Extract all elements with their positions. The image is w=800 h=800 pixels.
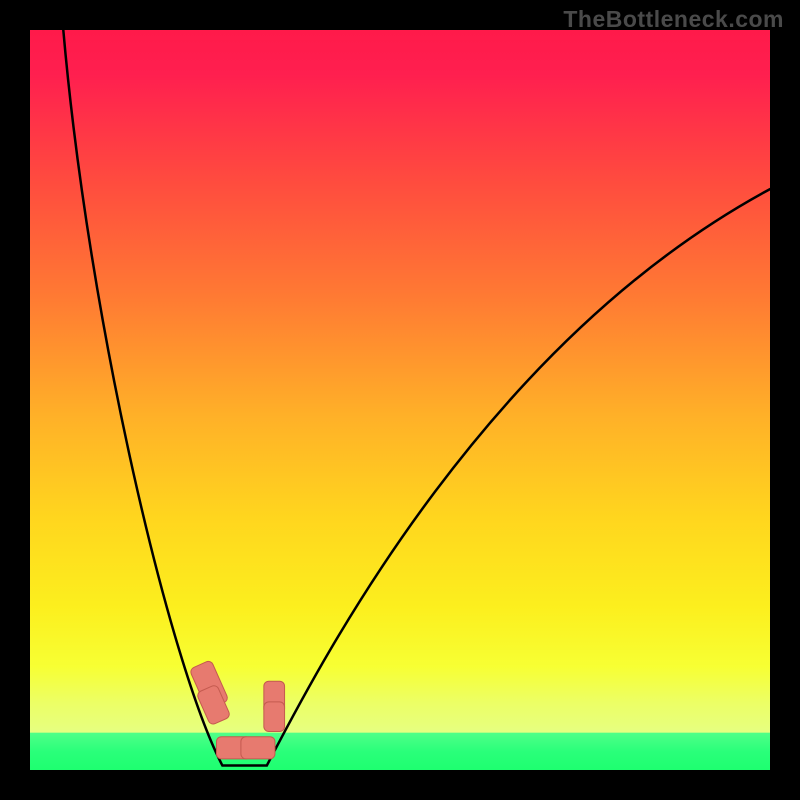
valley-marker [264, 702, 285, 732]
watermark-text: TheBottleneck.com [563, 6, 784, 33]
background-gradient [30, 30, 770, 770]
valley-marker [241, 737, 275, 759]
plot-area [30, 30, 770, 770]
chart-svg [30, 30, 770, 770]
